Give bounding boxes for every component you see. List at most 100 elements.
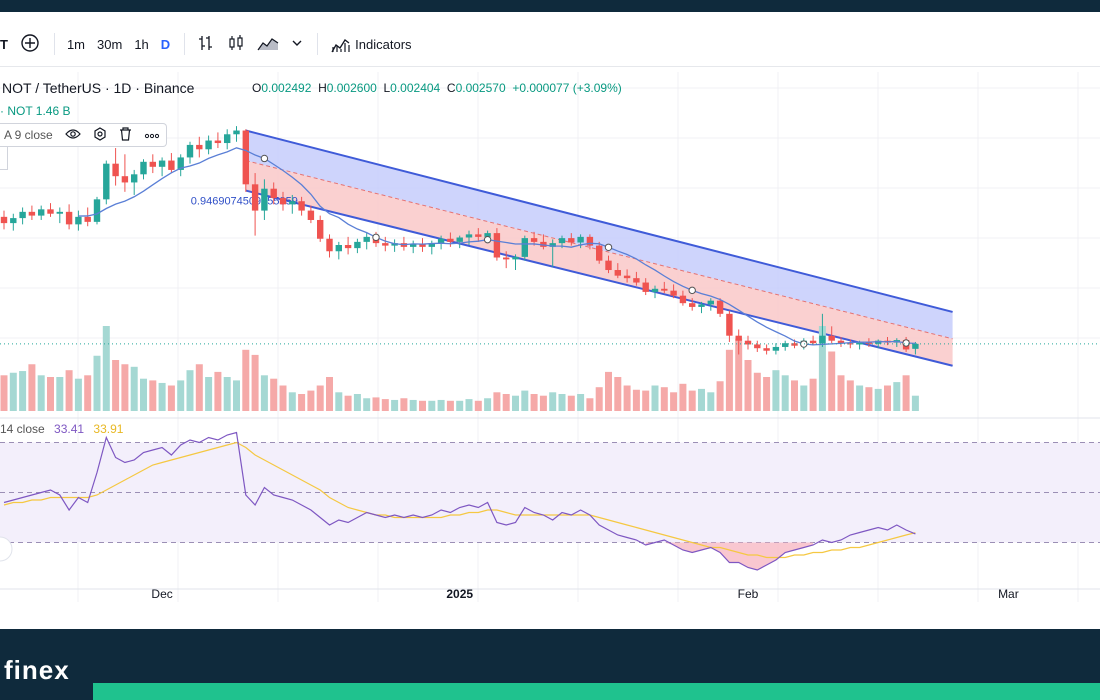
candle-body — [661, 288, 668, 291]
collapse-toggle[interactable] — [0, 146, 8, 170]
candle-body — [335, 245, 342, 252]
interval-1m[interactable]: 1m — [66, 36, 86, 52]
volume-bar — [65, 370, 73, 411]
volume-bar — [307, 390, 315, 411]
rsi-legend-value: 33.41 — [54, 422, 85, 436]
candle-body — [772, 346, 780, 351]
bar-chart-icon[interactable] — [197, 34, 215, 55]
x-tick-label: Mar — [998, 587, 1019, 601]
candle-body — [475, 234, 482, 237]
candle-body — [93, 199, 101, 222]
symbol-cut-label[interactable]: T — [0, 36, 8, 52]
candle-body — [809, 340, 817, 344]
candle-body — [633, 278, 640, 283]
ohlc-close: 0.002570 — [455, 81, 506, 95]
volume-bar — [911, 395, 919, 411]
settings-icon[interactable] — [93, 126, 107, 144]
volume-bar — [558, 394, 566, 411]
ma-legend-row[interactable]: A 9 close — [0, 123, 167, 147]
volume-bar — [428, 400, 436, 411]
interval-1h[interactable]: 1h — [134, 36, 149, 52]
volume-bar — [270, 378, 278, 411]
volume-bar — [298, 394, 306, 411]
volume-bar — [9, 372, 17, 411]
volume-bar — [651, 385, 659, 411]
candle-body — [828, 335, 835, 341]
volume-bar — [874, 388, 882, 411]
candle-body — [149, 161, 156, 167]
candles-icon[interactable] — [227, 34, 245, 55]
volume-bar — [753, 372, 761, 411]
price-chart[interactable]: 0.9469074509555359 Dec 2025 Feb Mar — [0, 12, 1100, 629]
volume-bar — [214, 371, 222, 411]
interval-d[interactable]: D — [160, 36, 171, 52]
candle-body — [84, 216, 91, 222]
volume-bar — [586, 398, 594, 411]
interval-30m[interactable]: 30m — [97, 36, 123, 52]
eye-icon[interactable] — [64, 128, 81, 143]
chevron-down-icon[interactable] — [291, 37, 303, 52]
volume-bar — [158, 382, 166, 411]
candle-body — [614, 270, 621, 276]
candle-body — [344, 245, 352, 249]
area-chart-icon[interactable] — [257, 34, 279, 55]
candle-body — [205, 140, 212, 150]
volume-legend[interactable]: · NOT 1.46 B — [0, 104, 70, 118]
indicators-label: Indicators — [355, 36, 412, 52]
candle-body — [726, 313, 733, 336]
candle-body — [428, 243, 435, 247]
rsi-ma-line — [3, 441, 916, 559]
volume-bar — [279, 385, 287, 411]
add-symbol-icon[interactable] — [20, 33, 40, 56]
ohlc-values: O0.002492 H0.002600 L0.002404 C0.002570 … — [252, 81, 622, 95]
ohlc-change: +0.000077 (+3.09%) — [512, 81, 622, 95]
volume-bar — [577, 394, 585, 411]
volume-bar — [344, 395, 352, 411]
indicators-button[interactable]: Indicators — [330, 35, 412, 53]
volume-bar — [316, 385, 324, 411]
volume-bar — [670, 392, 678, 411]
volume-bar — [335, 392, 343, 411]
rsi-legend[interactable]: 14 close 33.41 33.91 — [0, 422, 123, 436]
candle-body — [735, 335, 742, 341]
rsi-line — [3, 431, 916, 571]
candle-body — [856, 341, 863, 345]
volume-bar — [84, 375, 92, 411]
candle-body — [456, 237, 463, 242]
candle-body — [158, 160, 166, 167]
volume-bar — [595, 387, 603, 411]
candle-body — [484, 233, 491, 237]
volume-bar — [167, 385, 175, 411]
candle-body — [670, 290, 677, 296]
candle-body — [177, 157, 184, 170]
more-icon[interactable] — [144, 128, 160, 142]
ohlc-high: 0.002600 — [326, 81, 377, 95]
candle-body — [847, 343, 854, 345]
candle-body — [279, 198, 287, 205]
candle-body — [716, 300, 724, 314]
volume-bar — [140, 378, 147, 411]
volume-bar — [47, 377, 54, 411]
ma9-marker — [260, 154, 269, 163]
candle-body — [121, 176, 129, 183]
symbol-legend[interactable]: NOT / TetherUS · 1D · Binance — [2, 80, 195, 96]
volume-bar — [409, 399, 417, 411]
candle-body — [131, 174, 138, 183]
candle-body — [558, 238, 566, 244]
volume-bar — [818, 326, 826, 411]
ma9-marker — [800, 340, 808, 348]
channel-upper-zone — [245, 130, 953, 339]
volume-bar — [37, 375, 45, 411]
candle-body — [437, 238, 445, 244]
candle-body — [707, 300, 714, 305]
volume-bar — [735, 338, 743, 411]
volume-bar — [112, 360, 120, 411]
candle-body — [530, 238, 538, 242]
trash-icon[interactable] — [119, 126, 132, 144]
candle-body — [233, 130, 240, 135]
volume-bar — [549, 392, 557, 411]
volume-bar — [446, 400, 454, 411]
indicators-icon — [331, 39, 350, 53]
candle-body — [754, 344, 761, 349]
volume-bar — [688, 390, 696, 411]
